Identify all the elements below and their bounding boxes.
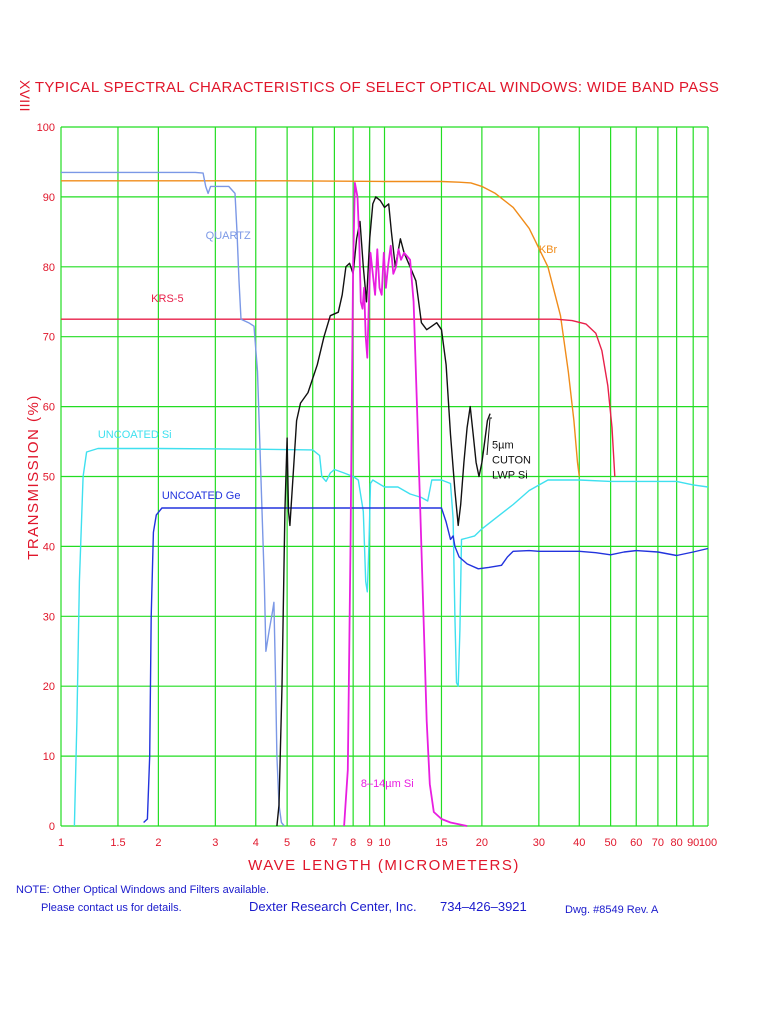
series-label: 8–14µm Si bbox=[361, 778, 414, 790]
series-line-5 bbox=[276, 196, 491, 827]
y-tick-label: 80 bbox=[43, 262, 55, 274]
y-tick-label: 70 bbox=[43, 332, 55, 344]
x-tick-label: 70 bbox=[652, 837, 664, 849]
chart-title: TYPICAL SPECTRAL CHARACTERISTICS OF SELE… bbox=[35, 79, 719, 96]
series-label: UNCOATED Ge bbox=[162, 490, 241, 502]
series-line-4 bbox=[143, 507, 709, 824]
y-tick-label: 10 bbox=[43, 751, 55, 763]
x-tick-label: 5 bbox=[284, 837, 290, 849]
series-label: KBr bbox=[539, 244, 558, 256]
corner-mark: XVIII bbox=[17, 80, 33, 112]
series-label-line: 5µm bbox=[492, 440, 514, 452]
lwp-bracket bbox=[486, 417, 492, 456]
y-axis-label: TRANSMISSION (%) bbox=[25, 394, 42, 560]
footer-note-line2: Please contact us for details. bbox=[41, 902, 182, 914]
x-tick-label: 1.5 bbox=[110, 837, 125, 849]
x-tick-label: 100 bbox=[699, 837, 717, 849]
x-tick-label: 90 bbox=[687, 837, 699, 849]
x-tick-labels: 1 1.5 2 3 4 5 6 7 8 9 10 15 20 30 40 50 60 70 80 90 100 bbox=[58, 837, 717, 849]
series-label: QUARTZ bbox=[206, 230, 251, 242]
footer-company: Dexter Research Center, Inc. bbox=[249, 899, 417, 914]
x-tick-label: 2 bbox=[155, 837, 161, 849]
series-label-line: LWP Si bbox=[492, 470, 528, 482]
x-tick-label: 7 bbox=[331, 837, 337, 849]
series-labels: KBr KRS-5 QUARTZ UNCOATED Si UNCOATED Ge 5µm C… bbox=[98, 230, 558, 790]
y-tick-label: 60 bbox=[43, 402, 55, 414]
x-tick-label: 6 bbox=[310, 837, 316, 849]
x-tick-label: 15 bbox=[435, 837, 447, 849]
x-tick-label: 4 bbox=[253, 837, 259, 849]
footer-note-line1: NOTE: Other Optical Windows and Filters … bbox=[16, 884, 269, 896]
x-tick-label: 1 bbox=[58, 837, 64, 849]
footer-drawing-number: Dwg. #8549 Rev. A bbox=[565, 904, 659, 916]
series-line-6 bbox=[343, 182, 468, 827]
series-line-1 bbox=[61, 318, 616, 477]
x-tick-label: 80 bbox=[671, 837, 683, 849]
x-axis-label: WAVE LENGTH (MICROMETERS) bbox=[248, 857, 520, 874]
y-tick-labels: 0 10 20 30 40 50 60 70 80 90 100 bbox=[37, 122, 55, 833]
series-label: UNCOATED Si bbox=[98, 429, 172, 441]
series-line-3 bbox=[73, 447, 709, 827]
y-tick-label: 50 bbox=[43, 472, 55, 484]
x-tick-label: 20 bbox=[476, 837, 488, 849]
y-tick-label: 90 bbox=[43, 192, 55, 204]
x-tick-label: 40 bbox=[573, 837, 585, 849]
series-group bbox=[61, 171, 709, 827]
footer-phone: 734–426–3921 bbox=[440, 899, 527, 914]
series-label: KRS-5 bbox=[151, 293, 183, 305]
x-tick-label: 30 bbox=[533, 837, 545, 849]
x-tick-label: 10 bbox=[378, 837, 390, 849]
y-tick-label: 0 bbox=[49, 821, 55, 833]
series-line-2 bbox=[61, 171, 285, 827]
y-tick-label: 100 bbox=[37, 122, 55, 134]
series-line-0 bbox=[61, 180, 580, 477]
x-tick-label: 3 bbox=[212, 837, 218, 849]
y-tick-label: 30 bbox=[43, 611, 55, 623]
series-label-line: CUTON bbox=[492, 455, 531, 467]
x-tick-label: 50 bbox=[604, 837, 616, 849]
x-tick-label: 8 bbox=[350, 837, 356, 849]
y-tick-label: 20 bbox=[43, 681, 55, 693]
y-gridlines bbox=[61, 126, 708, 827]
x-tick-label: 60 bbox=[630, 837, 642, 849]
x-tick-label: 9 bbox=[367, 837, 373, 849]
y-tick-label: 40 bbox=[43, 541, 55, 553]
